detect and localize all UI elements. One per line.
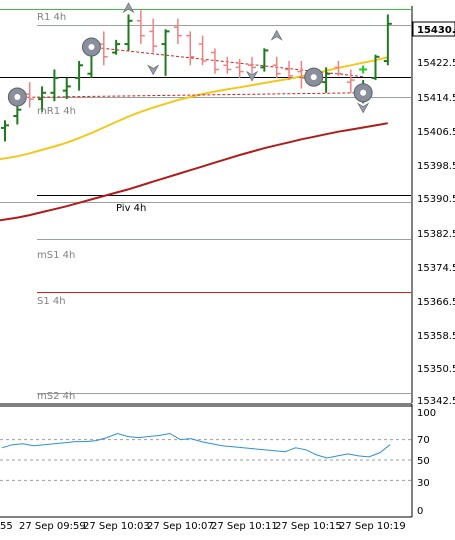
arrow-up-icon	[122, 2, 135, 14]
moving-average-line	[0, 122, 388, 222]
trendline	[17, 92, 364, 98]
osc-tick-label: 70	[417, 435, 430, 446]
price-tick-label: 15382.5	[417, 229, 455, 240]
arrow-down-icon	[245, 70, 259, 82]
osc-tick-label: 100	[417, 408, 436, 419]
oscillator-panel	[0, 432, 411, 481]
price-tick-label: 15414.5	[417, 93, 455, 104]
arrow-down-icon	[357, 102, 370, 114]
level-label-ms1: mS1 4h	[37, 250, 75, 261]
current-price-label: 15430.8	[417, 25, 455, 36]
level-label-ms2: mS2 4h	[37, 391, 75, 402]
price-tick-label: 15390.5	[417, 194, 455, 205]
osc-tick-label: 0	[417, 506, 423, 517]
price-tick-label: 15366.5	[417, 297, 455, 308]
osc-tick-label: 50	[417, 456, 430, 467]
signal-circle-center	[14, 93, 21, 100]
time-label: 27 Sep 09:59	[19, 521, 86, 532]
signal-circle-center	[360, 89, 367, 96]
price-tick-label: 15374.5	[417, 263, 455, 274]
price-tick-label: 15358.5	[417, 331, 455, 342]
price-panel	[0, 2, 411, 394]
arrow-up-icon	[270, 29, 283, 41]
signal-circle-center	[310, 74, 317, 81]
price-tick-label: 15406.5	[417, 127, 455, 138]
time-label: 27 Sep 10:03	[83, 521, 150, 532]
arrow-down-icon	[147, 64, 160, 76]
time-label: 27 Sep 10:11	[211, 521, 278, 532]
time-label: 27 Sep 10:15	[275, 521, 342, 532]
time-label: 27 Sep 10:07	[147, 521, 214, 532]
signal-circle-center	[88, 44, 95, 51]
oscillator-line	[1, 432, 391, 459]
current-price-tag	[412, 21, 455, 37]
moving-average-line	[0, 56, 389, 161]
level-label-mr1: mR1 4h	[37, 106, 76, 117]
price-tick-label: 15398.5	[417, 161, 455, 172]
price-tick-label: 15342.5	[417, 396, 455, 407]
time-label: 27 Sep 10:19	[339, 521, 406, 532]
price-tick-label: 15350.5	[417, 364, 455, 375]
time-label: 55	[0, 521, 13, 532]
level-label-s1: S1 4h	[37, 296, 66, 307]
level-label-piv: Piv 4h	[116, 203, 146, 214]
osc-tick-label: 30	[417, 478, 430, 489]
price-tick-label: 15422.5	[417, 58, 455, 69]
level-label-r1: R1 4h	[37, 12, 66, 23]
